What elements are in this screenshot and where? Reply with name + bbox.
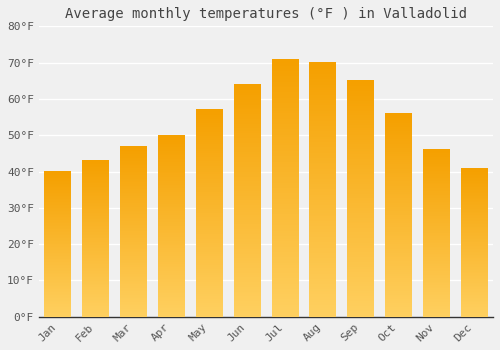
Title: Average monthly temperatures (°F ) in Valladolid: Average monthly temperatures (°F ) in Va… <box>65 7 467 21</box>
